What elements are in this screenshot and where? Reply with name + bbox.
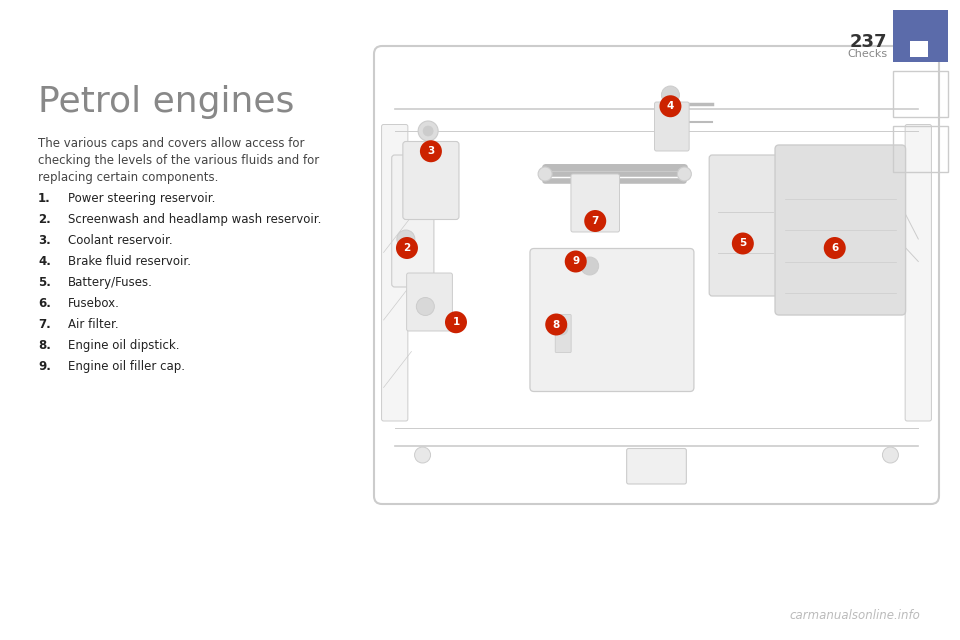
Text: 9: 9	[572, 257, 579, 266]
Text: 1.: 1.	[38, 192, 51, 205]
Text: 6.: 6.	[38, 297, 51, 310]
Circle shape	[539, 167, 552, 181]
Text: 2: 2	[403, 243, 411, 253]
Text: The various caps and covers allow access for: The various caps and covers allow access…	[38, 137, 304, 150]
Circle shape	[420, 140, 442, 163]
Text: 5.: 5.	[38, 276, 51, 289]
FancyBboxPatch shape	[407, 273, 452, 331]
Text: 4.: 4.	[38, 255, 51, 268]
Text: Battery/Fuses.: Battery/Fuses.	[68, 276, 153, 289]
FancyBboxPatch shape	[655, 102, 689, 151]
FancyBboxPatch shape	[627, 449, 686, 484]
Text: 8.: 8.	[38, 339, 51, 352]
Circle shape	[564, 250, 587, 273]
FancyBboxPatch shape	[709, 155, 782, 296]
Text: 4: 4	[667, 101, 674, 111]
Text: 7: 7	[591, 216, 599, 226]
FancyBboxPatch shape	[381, 125, 408, 421]
Circle shape	[417, 298, 434, 316]
FancyBboxPatch shape	[403, 141, 459, 220]
FancyBboxPatch shape	[530, 248, 694, 392]
Circle shape	[445, 311, 467, 333]
Circle shape	[556, 323, 567, 335]
Text: 8: 8	[553, 319, 560, 330]
FancyBboxPatch shape	[571, 174, 619, 232]
Text: Fusebox.: Fusebox.	[68, 297, 120, 310]
Text: 1: 1	[452, 317, 460, 327]
Text: checking the levels of the various fluids and for: checking the levels of the various fluid…	[38, 154, 320, 167]
FancyBboxPatch shape	[775, 145, 905, 315]
FancyBboxPatch shape	[555, 314, 571, 353]
Circle shape	[660, 95, 682, 117]
Text: 3.: 3.	[38, 234, 51, 247]
Circle shape	[419, 121, 438, 141]
Text: Engine oil filler cap.: Engine oil filler cap.	[68, 360, 185, 373]
Circle shape	[678, 167, 691, 181]
Text: 237: 237	[850, 33, 887, 51]
FancyBboxPatch shape	[392, 155, 434, 287]
Text: Air filter.: Air filter.	[68, 318, 119, 331]
Text: 5: 5	[739, 239, 747, 248]
FancyBboxPatch shape	[905, 125, 931, 421]
Circle shape	[423, 126, 433, 136]
Text: 9.: 9.	[38, 360, 51, 373]
Text: carmanualsonline.info: carmanualsonline.info	[789, 609, 920, 622]
Circle shape	[581, 257, 599, 275]
Text: Power steering reservoir.: Power steering reservoir.	[68, 192, 215, 205]
FancyBboxPatch shape	[893, 10, 948, 62]
Text: 7.: 7.	[38, 318, 51, 331]
FancyBboxPatch shape	[910, 41, 928, 57]
Text: Engine oil dipstick.: Engine oil dipstick.	[68, 339, 180, 352]
Circle shape	[824, 237, 846, 259]
Text: Coolant reservoir.: Coolant reservoir.	[68, 234, 173, 247]
Circle shape	[661, 86, 680, 104]
Text: 3: 3	[427, 147, 435, 156]
Circle shape	[396, 237, 418, 259]
Text: Checks: Checks	[847, 49, 887, 59]
Text: 6: 6	[831, 243, 838, 253]
FancyBboxPatch shape	[374, 46, 939, 504]
Circle shape	[545, 314, 567, 335]
Text: Brake fluid reservoir.: Brake fluid reservoir.	[68, 255, 191, 268]
Circle shape	[732, 232, 754, 255]
Circle shape	[882, 447, 899, 463]
Text: Screenwash and headlamp wash reservoir.: Screenwash and headlamp wash reservoir.	[68, 213, 322, 226]
Circle shape	[415, 447, 430, 463]
Circle shape	[396, 230, 415, 248]
Text: replacing certain components.: replacing certain components.	[38, 171, 218, 184]
Circle shape	[585, 210, 606, 232]
Text: Petrol engines: Petrol engines	[38, 85, 295, 119]
Text: 2.: 2.	[38, 213, 51, 226]
